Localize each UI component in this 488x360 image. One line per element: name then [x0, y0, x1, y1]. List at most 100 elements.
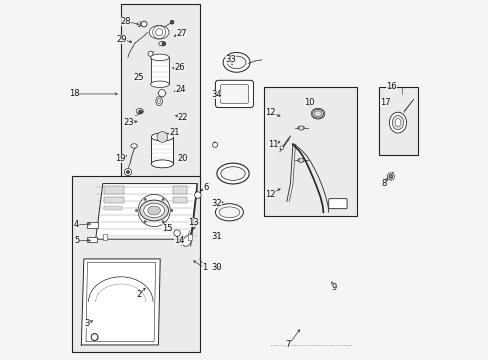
Ellipse shape [388, 112, 406, 133]
Text: 15: 15 [162, 224, 172, 233]
Text: 1: 1 [201, 264, 206, 273]
Polygon shape [81, 259, 160, 345]
Circle shape [162, 42, 165, 45]
Ellipse shape [131, 144, 137, 148]
Text: 26: 26 [174, 63, 184, 72]
Bar [378, 87, 418, 155]
Text: 28: 28 [121, 17, 131, 26]
Text: 11: 11 [267, 140, 278, 149]
Circle shape [174, 230, 180, 236]
Ellipse shape [391, 116, 403, 130]
Text: 22: 22 [177, 113, 188, 122]
Text: 12: 12 [264, 190, 275, 199]
Ellipse shape [394, 119, 400, 127]
Polygon shape [190, 184, 197, 246]
Bar [104, 186, 123, 194]
Ellipse shape [150, 54, 169, 60]
Text: 6: 6 [203, 183, 208, 192]
Ellipse shape [157, 98, 161, 104]
Circle shape [157, 132, 167, 142]
Ellipse shape [227, 56, 245, 69]
Text: 27: 27 [176, 29, 187, 38]
Ellipse shape [149, 26, 169, 39]
Bar [102, 234, 107, 240]
Text: 23: 23 [123, 118, 134, 127]
Circle shape [388, 175, 392, 178]
Text: 5: 5 [74, 237, 79, 246]
Ellipse shape [156, 96, 162, 105]
Circle shape [155, 29, 163, 36]
Text: 30: 30 [211, 264, 222, 273]
Text: 10: 10 [303, 98, 314, 107]
Ellipse shape [297, 158, 304, 162]
Bar [264, 87, 357, 216]
Text: 3: 3 [84, 319, 90, 328]
Polygon shape [96, 184, 197, 239]
Bar [104, 206, 122, 211]
Text: 14: 14 [174, 236, 184, 245]
Circle shape [298, 158, 303, 162]
Circle shape [280, 146, 283, 149]
Bar [172, 186, 187, 194]
Circle shape [194, 192, 201, 198]
FancyBboxPatch shape [220, 85, 248, 103]
Text: 19: 19 [115, 154, 126, 163]
Ellipse shape [312, 109, 323, 118]
Text: 32: 32 [211, 199, 222, 208]
Ellipse shape [219, 207, 239, 218]
Circle shape [135, 210, 137, 212]
Circle shape [144, 198, 146, 201]
Ellipse shape [217, 163, 249, 184]
Ellipse shape [140, 200, 168, 221]
Circle shape [91, 333, 98, 341]
Ellipse shape [151, 133, 173, 141]
Circle shape [162, 198, 164, 201]
Bar [121, 4, 199, 180]
FancyBboxPatch shape [328, 199, 346, 209]
Bar [151, 137, 173, 164]
Text: 2: 2 [136, 290, 141, 299]
Circle shape [212, 142, 217, 147]
Ellipse shape [158, 91, 165, 95]
Text: 12: 12 [264, 108, 275, 117]
Ellipse shape [136, 108, 143, 114]
Text: 34: 34 [211, 90, 222, 99]
Circle shape [162, 221, 164, 223]
Ellipse shape [297, 126, 304, 130]
Bar [87, 237, 97, 242]
Bar [187, 234, 192, 240]
Ellipse shape [314, 111, 321, 117]
Text: 24: 24 [175, 85, 185, 94]
Text: 7: 7 [285, 341, 290, 350]
Text: 9: 9 [331, 283, 336, 292]
Bar [72, 176, 199, 352]
Text: 4: 4 [74, 220, 79, 229]
Ellipse shape [151, 160, 173, 168]
Ellipse shape [143, 203, 164, 218]
Bar [87, 222, 98, 228]
Circle shape [170, 21, 174, 24]
Text: 31: 31 [211, 232, 222, 241]
Circle shape [126, 171, 129, 174]
Text: 17: 17 [379, 98, 389, 107]
Circle shape [298, 126, 303, 130]
Circle shape [139, 110, 142, 114]
Ellipse shape [159, 41, 165, 46]
Text: 18: 18 [69, 89, 80, 98]
Bar [104, 197, 123, 203]
Ellipse shape [147, 206, 160, 215]
Ellipse shape [150, 81, 169, 87]
Ellipse shape [183, 235, 191, 246]
Text: 16: 16 [386, 82, 396, 91]
Text: 21: 21 [169, 128, 180, 137]
Circle shape [158, 90, 165, 97]
Ellipse shape [221, 167, 244, 180]
Circle shape [170, 210, 173, 212]
Ellipse shape [223, 53, 249, 72]
Text: 20: 20 [177, 154, 188, 163]
Text: 33: 33 [225, 55, 236, 64]
Circle shape [144, 221, 146, 223]
Text: 8: 8 [380, 179, 386, 188]
Text: 13: 13 [188, 218, 199, 227]
FancyBboxPatch shape [215, 80, 253, 108]
